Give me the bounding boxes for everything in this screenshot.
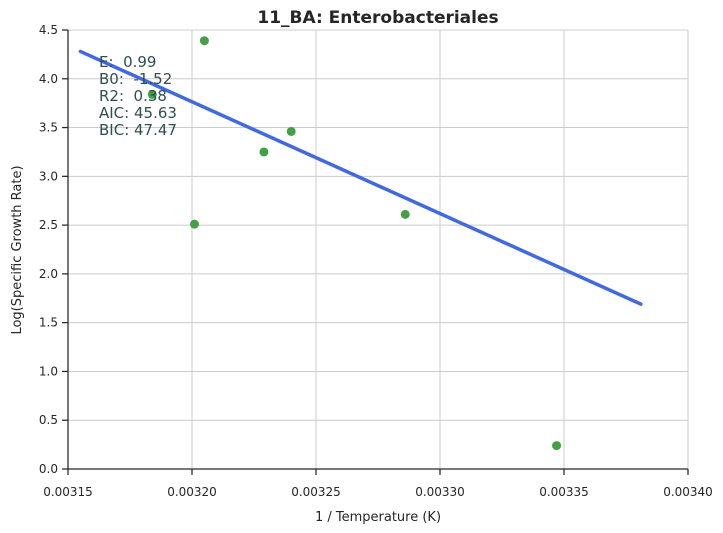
y-tick-label: 1.0 (39, 364, 58, 378)
y-tick-label: 3.0 (39, 169, 58, 183)
data-point (286, 126, 296, 136)
y-tick-label: 0.0 (39, 462, 58, 476)
data-point (259, 147, 269, 157)
stat-annotation: R2: 0.38 (99, 87, 167, 105)
data-point (552, 441, 562, 451)
y-tick-label: 4.0 (39, 72, 58, 86)
x-tick-label: 0.00335 (539, 485, 589, 499)
stat-annotation: E: 0.99 (99, 53, 156, 71)
stat-annotation: AIC: 45.63 (99, 104, 177, 122)
ticks: 0.00315 0.00320 0.00325 0.00330 0.00335 0.003… (39, 23, 713, 499)
x-tick-label: 0.00315 (43, 485, 93, 499)
fit-line-layer (78, 49, 643, 306)
y-tick-label: 4.5 (39, 23, 58, 37)
stat-annotation: BIC: 47.47 (99, 121, 177, 139)
y-tick-label: 0.5 (39, 413, 58, 427)
y-tick-label: 1.5 (39, 316, 58, 330)
data-point (189, 219, 199, 229)
fit-line (78, 49, 643, 306)
x-axis-label: 1 / Temperature (K) (315, 510, 441, 525)
grid (68, 29, 689, 469)
y-tick-label: 3.5 (39, 121, 58, 135)
data-point (400, 209, 410, 219)
y-tick-label: 2.0 (39, 267, 58, 281)
x-tick-label: 0.00325 (291, 485, 341, 499)
x-tick-label: 0.00320 (167, 485, 217, 499)
x-tick-label: 0.00330 (415, 485, 465, 499)
data-point (199, 36, 209, 46)
points-layer (147, 36, 562, 451)
data-point (147, 89, 157, 99)
stat-annotation: B0: -1.52 (99, 70, 172, 88)
chart-title: 11_BA: Enterobacteriales (257, 8, 498, 28)
y-tick-label: 2.5 (39, 218, 58, 232)
y-axis-label: Log(Specific Growth Rate) (10, 165, 25, 334)
x-tick-label: 0.00340 (663, 485, 713, 499)
